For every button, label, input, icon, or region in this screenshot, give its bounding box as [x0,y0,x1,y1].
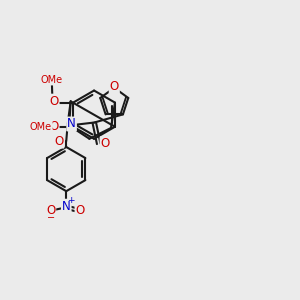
Text: O: O [100,137,110,150]
Text: N: N [62,200,70,213]
Text: N: N [67,118,76,130]
Text: O: O [46,204,55,217]
Text: O: O [54,135,64,148]
Text: OMe: OMe [30,122,52,132]
Text: +: + [67,196,74,206]
Text: O: O [50,120,58,133]
Text: O: O [76,204,85,217]
Text: O: O [110,80,119,93]
Text: O: O [50,94,58,108]
Text: −: − [47,213,55,223]
Text: OMe: OMe [41,75,63,85]
